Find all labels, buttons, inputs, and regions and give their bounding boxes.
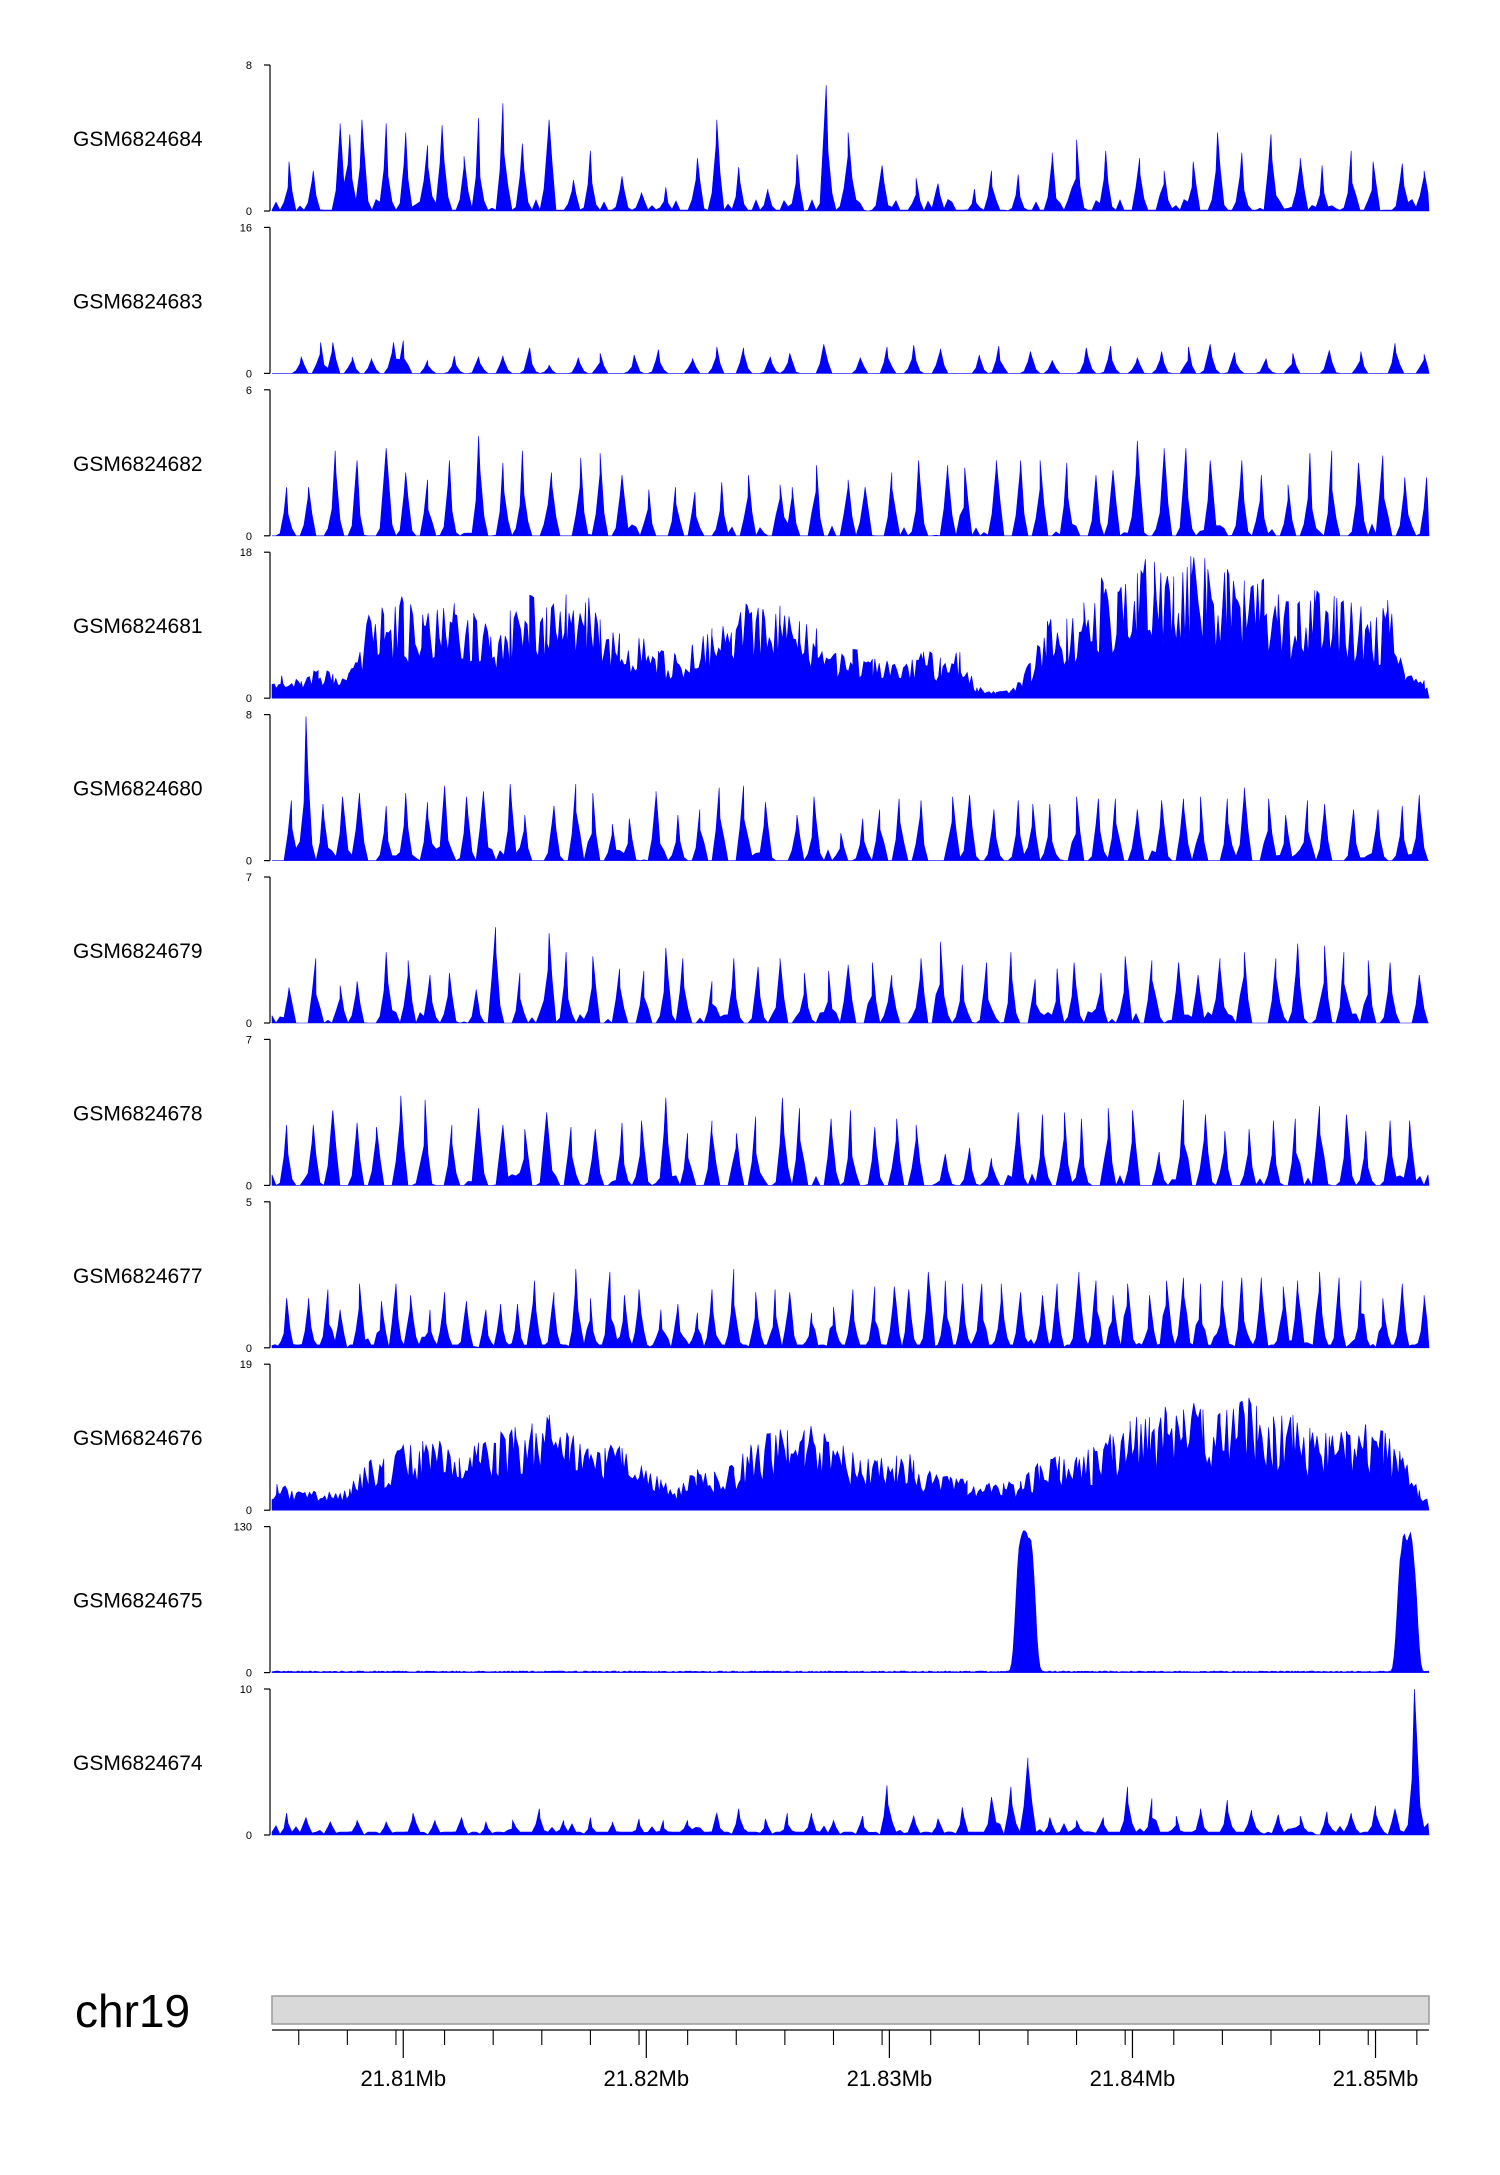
track-GSM6824682: GSM6824682 6 0 — [73, 385, 1429, 543]
track-label: GSM6824684 — [73, 128, 203, 151]
genome-axis-tick-label: 21.84Mb — [1090, 2066, 1176, 2091]
track-y-max-label: 16 — [240, 222, 252, 234]
track-signal-area — [272, 1531, 1429, 1673]
track-label: GSM6824681 — [73, 615, 203, 638]
track-y-max-label: 8 — [246, 60, 252, 72]
track-y-max-label: 130 — [234, 1522, 252, 1534]
track-signal-area — [272, 927, 1429, 1023]
track-label: GSM6824674 — [73, 1752, 203, 1775]
track-signal-area — [272, 341, 1429, 374]
track-signal-area — [272, 716, 1429, 860]
track-y-min-label: 0 — [246, 693, 252, 705]
track-GSM6824675: GSM6824675 130 0 — [73, 1522, 1429, 1680]
track-y-max-label: 10 — [240, 1684, 252, 1696]
genome-axis-tick-label: 21.81Mb — [360, 2066, 446, 2091]
track-GSM6824677: GSM6824677 5 0 — [73, 1197, 1429, 1355]
track-label: GSM6824676 — [73, 1427, 203, 1450]
track-signal-area — [272, 436, 1429, 536]
genome-axis: 21.81Mb 21.82Mb 21.83Mb 21.84Mb 21.85Mb — [272, 2030, 1429, 2091]
track-y-max-label: 18 — [240, 547, 252, 559]
track-y-min-label: 0 — [246, 206, 252, 218]
chromosome-label: chr19 — [75, 1985, 190, 2037]
track-GSM6824678: GSM6824678 7 0 — [73, 1034, 1429, 1192]
track-label: GSM6824675 — [73, 1590, 203, 1613]
track-y-max-label: 5 — [246, 1197, 252, 1209]
track-label: GSM6824682 — [73, 453, 203, 476]
track-label: GSM6824683 — [73, 290, 203, 313]
track-y-max-label: 7 — [246, 872, 252, 884]
chromosome-ideogram-panel: chr19 — [75, 1985, 1429, 2037]
track-signal-area — [272, 1689, 1429, 1835]
track-GSM6824679: GSM6824679 7 0 — [73, 872, 1429, 1030]
track-signal-area — [272, 556, 1429, 698]
chromosome-ideogram-bar — [272, 1996, 1429, 2024]
track-signal-area — [272, 85, 1429, 211]
track-y-max-label: 6 — [246, 385, 252, 397]
track-y-min-label: 0 — [246, 1505, 252, 1517]
track-y-min-label: 0 — [246, 1668, 252, 1680]
track-y-max-label: 8 — [246, 710, 252, 722]
track-signal-area — [272, 1269, 1429, 1348]
track-label: GSM6824680 — [73, 778, 203, 801]
track-y-min-label: 0 — [246, 368, 252, 380]
track-y-min-label: 0 — [246, 531, 252, 543]
track-y-min-label: 0 — [246, 1830, 252, 1842]
track-y-min-label: 0 — [246, 1343, 252, 1355]
track-y-min-label: 0 — [246, 1180, 252, 1192]
track-GSM6824681: GSM6824681 18 0 — [73, 547, 1429, 705]
genome-axis-tick-label: 21.85Mb — [1333, 2066, 1419, 2091]
track-y-max-label: 7 — [246, 1034, 252, 1046]
track-GSM6824676: GSM6824676 19 0 — [73, 1359, 1429, 1517]
track-GSM6824683: GSM6824683 16 0 — [73, 222, 1429, 380]
track-label: GSM6824677 — [73, 1265, 203, 1288]
track-signal-area — [272, 1398, 1429, 1510]
genome-axis-tick-label: 21.82Mb — [604, 2066, 690, 2091]
track-y-min-label: 0 — [246, 856, 252, 868]
track-signal-area — [272, 1096, 1429, 1186]
track-GSM6824674: GSM6824674 10 0 — [73, 1684, 1429, 1842]
track-y-min-label: 0 — [246, 1018, 252, 1030]
tracks: GSM682468480GSM6824683160GSM682468260GSM… — [73, 60, 1429, 1842]
genome-axis-tick-label: 21.83Mb — [847, 2066, 933, 2091]
track-label: GSM6824679 — [73, 940, 203, 963]
track-label: GSM6824678 — [73, 1102, 203, 1125]
track-y-max-label: 19 — [240, 1359, 252, 1371]
track-GSM6824680: GSM6824680 8 0 — [73, 710, 1429, 868]
track-GSM6824684: GSM6824684 8 0 — [73, 60, 1429, 218]
